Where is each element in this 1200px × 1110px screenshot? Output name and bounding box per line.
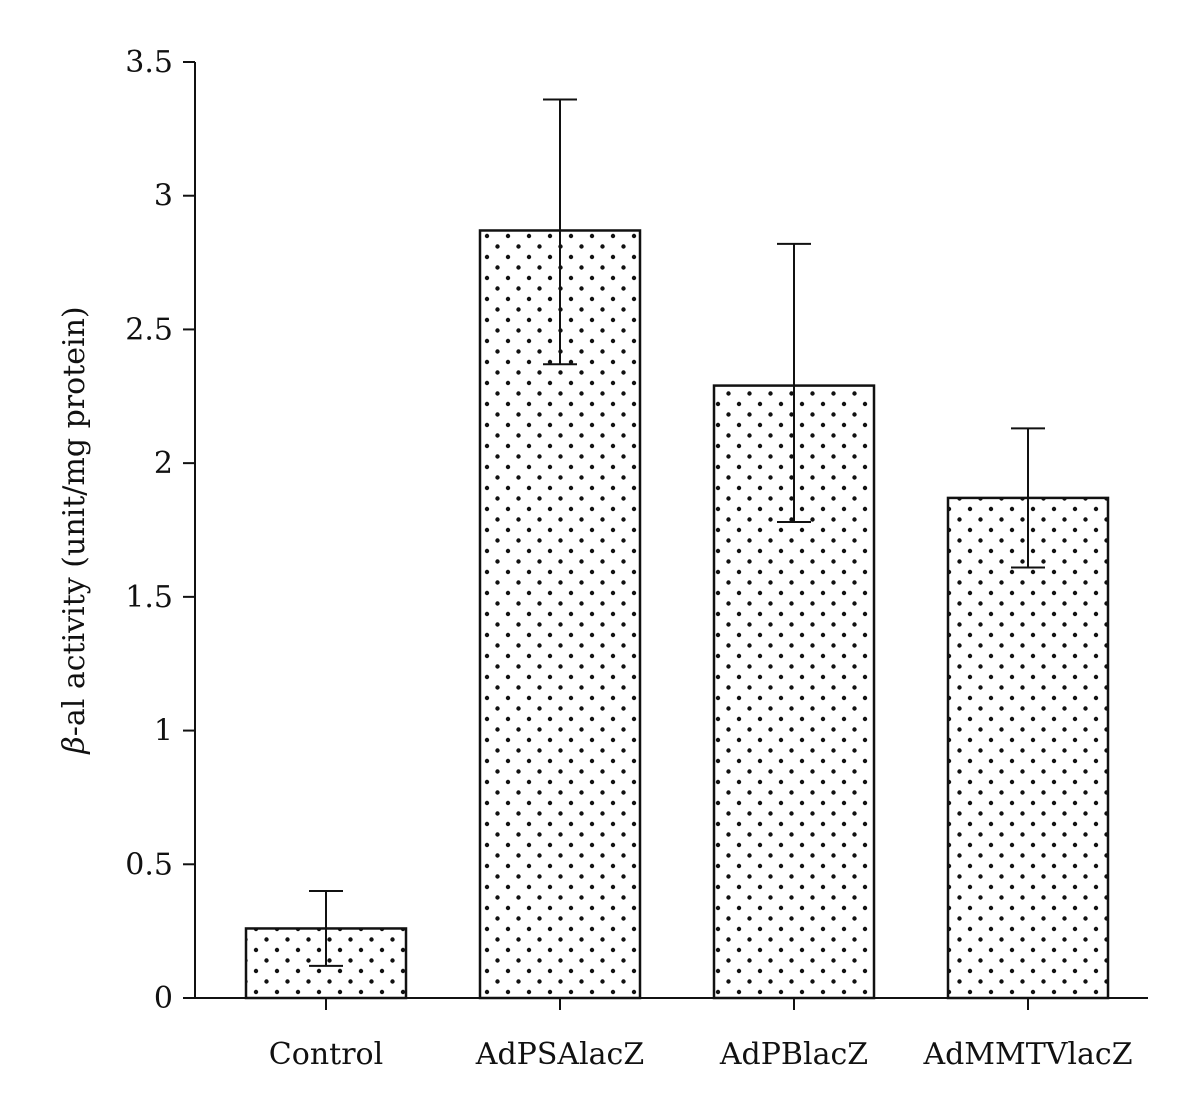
y-axis-label-symbol: β xyxy=(57,736,92,754)
y-axis-label-text: -al activity (unit/mg protein) xyxy=(57,306,92,736)
x-tick-label: Control xyxy=(269,1037,383,1072)
x-tick-label: AdMMTVlacZ xyxy=(922,1037,1132,1072)
y-tick-label: 3.5 xyxy=(125,45,173,80)
y-tick-label: 3 xyxy=(154,179,173,214)
y-tick-label: 2 xyxy=(154,446,173,481)
x-axis: Control AdPSAlacZ AdPBlacZ AdMMTVlacZ xyxy=(194,997,1148,1072)
bars xyxy=(244,98,1110,1000)
y-tick-label: 0 xyxy=(154,981,173,1016)
y-tick-label: 1 xyxy=(154,714,173,749)
y-tick-label: 0.5 xyxy=(125,847,173,882)
y-tick-label: 1.5 xyxy=(125,580,173,615)
y-axis: 0 0.5 1 1.5 2 2.5 3 3.5 xyxy=(125,45,196,1016)
y-tick-label: 2.5 xyxy=(125,312,173,347)
x-tick-label: AdPSAlacZ xyxy=(475,1037,644,1072)
x-tick-label: AdPBlacZ xyxy=(719,1037,868,1072)
bar xyxy=(946,496,1110,1000)
y-axis-label: β-al activity (unit/mg protein) xyxy=(57,306,92,754)
